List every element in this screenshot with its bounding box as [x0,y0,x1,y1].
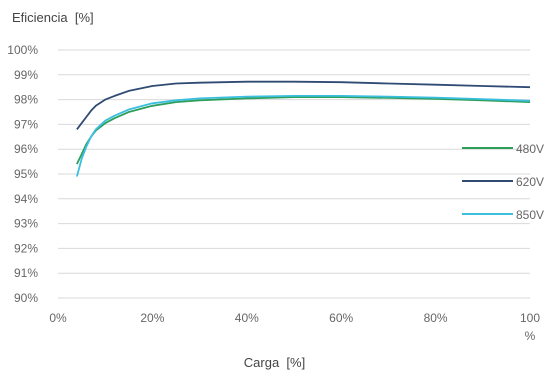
x-axis-title: Carga [%] [243,355,306,370]
y-tick-label: 95% [14,167,38,181]
y-tick-label: 100% [7,43,38,57]
y-tick-label: 96% [14,142,38,156]
y-tick-label: 98% [14,93,38,107]
x-tick-labels: 0% 20% 40% 60% 80% 100% [49,311,540,343]
gridlines [58,49,530,299]
x-tick-label: 0% [49,311,67,325]
legend-label-850V: 850V [516,208,544,222]
x-tick-unit: % [525,329,536,343]
series-line-480V [76,96,531,165]
x-tick-label: 100 [520,311,540,325]
y-tick-label: 93% [14,217,38,231]
series-lines [76,80,531,177]
x-tick-label: 80% [424,311,448,325]
y-tick-labels: 90% 91% 92% 93% 94% 95% 96% 97% 98% 99% 100% [7,43,38,305]
x-tick-label: 60% [329,311,353,325]
y-tick-label: 90% [14,291,38,305]
series-line-620V [76,80,531,130]
legend-label-620V: 620V [516,175,544,189]
y-tick-label: 97% [14,117,38,131]
y-tick-label: 91% [14,266,38,280]
x-tick-label: 20% [140,311,164,325]
y-tick-label: 92% [14,241,38,255]
series-line-850V [76,95,531,177]
y-tick-label: 94% [14,192,38,206]
legend: 480V 620V 850V [462,142,544,222]
y-axis-title: Eficiencia [%] [12,10,94,25]
x-tick-label: 40% [235,311,259,325]
y-tick-label: 99% [14,68,38,82]
legend-label-480V: 480V [516,142,544,156]
